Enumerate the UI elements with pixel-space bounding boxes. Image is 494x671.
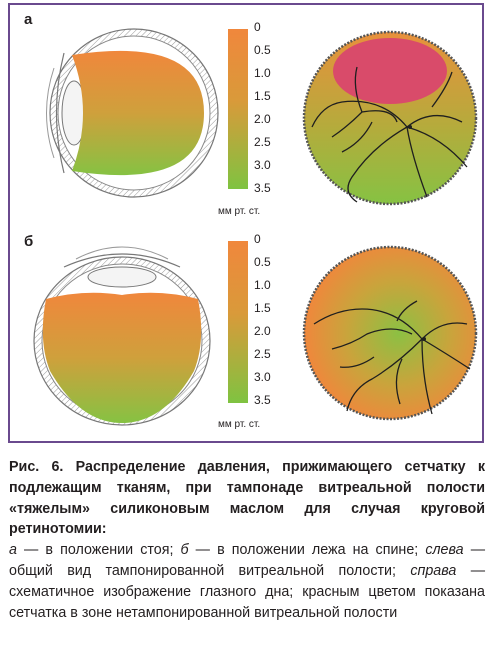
figure-caption: Рис. 6. Распределение давления, прижимаю…	[9, 457, 485, 623]
scale-tick: 2.5	[254, 135, 271, 149]
caption-right-text: — схематичное изображение глазного дна; …	[9, 562, 485, 621]
fundus-view-standing	[302, 30, 478, 206]
scale-tick: 0	[254, 20, 261, 34]
caption-body: а — в положении стоя; б — в положении ле…	[9, 540, 485, 623]
caption-a-letter: а	[9, 542, 17, 559]
scale-tick: 0.5	[254, 255, 271, 269]
pressure-scale-bar-a	[228, 29, 248, 189]
scale-tick: 3.0	[254, 158, 271, 172]
caption-left-text: — общий вид тампонированной витреальной …	[9, 542, 485, 579]
eye-side-view-standing	[46, 28, 219, 198]
caption-left-word: слева	[425, 542, 464, 559]
scale-tick: 2.0	[254, 112, 271, 126]
figure-frame: а 0 0.5 1.0 1.5 2.0 2.5 3.0 3.5 мм рт. с…	[8, 3, 484, 443]
scale-tick: 2.0	[254, 324, 271, 338]
caption-title: Рис. 6. Распределение давления, прижимаю…	[9, 459, 485, 538]
caption-a-text: — в положении стоя;	[16, 542, 181, 559]
scale-tick: 3.5	[254, 393, 271, 407]
fundus-view-supine	[302, 245, 478, 421]
caption-b-text: — в положении лежа на спине;	[188, 542, 426, 559]
caption-b-letter: б	[180, 542, 189, 559]
unit-label-b: мм рт. ст.	[218, 419, 261, 430]
scale-tick: 3.5	[254, 181, 271, 195]
scale-tick: 1.0	[254, 66, 271, 80]
unit-label-a: мм рт. ст.	[218, 206, 261, 217]
panel-b-label: б	[24, 233, 34, 250]
pressure-scale-bar-b	[228, 241, 248, 403]
scale-tick: 1.0	[254, 278, 271, 292]
scale-tick: 0.5	[254, 43, 271, 57]
caption-right-word: справа	[410, 562, 457, 579]
panel-a-label: а	[24, 11, 33, 28]
eye-side-view-supine	[33, 246, 211, 426]
scale-tick: 3.0	[254, 370, 271, 384]
scale-tick: 2.5	[254, 347, 271, 361]
scale-tick: 1.5	[254, 301, 271, 315]
scale-tick: 1.5	[254, 89, 271, 103]
scale-tick: 0	[254, 232, 261, 246]
